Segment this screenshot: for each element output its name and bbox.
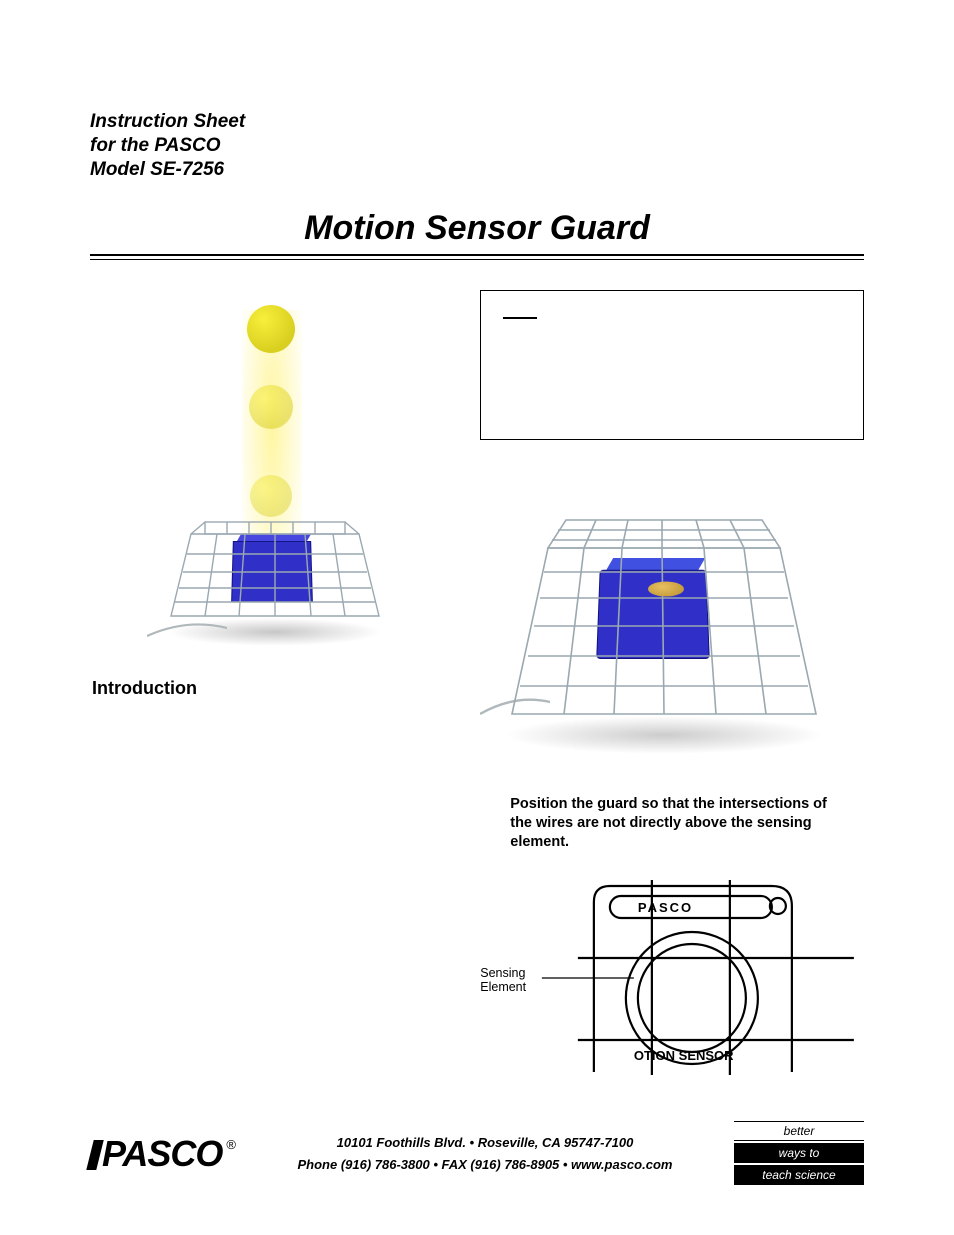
sheet-header: Instruction Sheet for the PASCO Model SE… (90, 110, 864, 181)
hint-rule (503, 317, 537, 319)
label-line-1: Sensing (480, 966, 525, 980)
tagline-row-2: ways to (734, 1143, 864, 1163)
footer-phone: Phone (916) 786-3800 • FAX (916) 786-890… (256, 1154, 714, 1176)
pasco-logo: PASCO ® (90, 1133, 236, 1175)
schematic-device-text: OTION SENSOR (634, 1048, 734, 1063)
header-line-1: Instruction Sheet (90, 110, 864, 134)
motion-sensor-device (231, 541, 313, 602)
page-title: Motion Sensor Guard (90, 209, 864, 248)
tagline-row-1: better (734, 1121, 864, 1141)
registered-mark: ® (226, 1137, 236, 1152)
figure-schematic: Sensing Element (480, 880, 864, 1075)
footer-contact: 10101 Foothills Blvd. • Roseville, CA 95… (256, 1132, 714, 1176)
footer-address: 10101 Foothills Blvd. • Roseville, CA 95… (256, 1132, 714, 1154)
figure-bouncing-ball (137, 290, 397, 660)
hint-box (480, 290, 864, 440)
intro-heading: Introduction (92, 678, 197, 699)
logo-text: PASCO (90, 1133, 222, 1175)
tagline-block: better ways to teach science (734, 1121, 864, 1187)
two-column-body: Introduction (90, 290, 864, 1075)
label-line-2: Element (480, 980, 526, 994)
title-double-rule (90, 254, 864, 260)
right-column: Position the guard so that the intersect… (480, 290, 864, 1075)
left-column: Introduction (90, 290, 444, 1075)
figure-caption: Position the guard so that the intersect… (480, 795, 864, 852)
header-line-3: Model SE-7256 (90, 158, 864, 182)
schematic-brand-text: PASCO (638, 900, 693, 915)
sensor-cable (147, 622, 227, 640)
sensor-cable (480, 694, 550, 720)
tagline-row-3: teach science (734, 1165, 864, 1185)
sensing-element-label: Sensing Element (480, 966, 526, 995)
drop-shadow (504, 716, 824, 754)
figure-overhead (480, 468, 864, 773)
page: Instruction Sheet for the PASCO Model SE… (0, 0, 954, 1235)
header-line-2: for the PASCO (90, 134, 864, 158)
page-footer: PASCO ® 10101 Foothills Blvd. • Rosevill… (90, 1121, 864, 1187)
